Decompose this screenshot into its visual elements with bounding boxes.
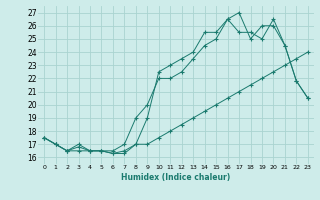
X-axis label: Humidex (Indice chaleur): Humidex (Indice chaleur) (121, 173, 231, 182)
